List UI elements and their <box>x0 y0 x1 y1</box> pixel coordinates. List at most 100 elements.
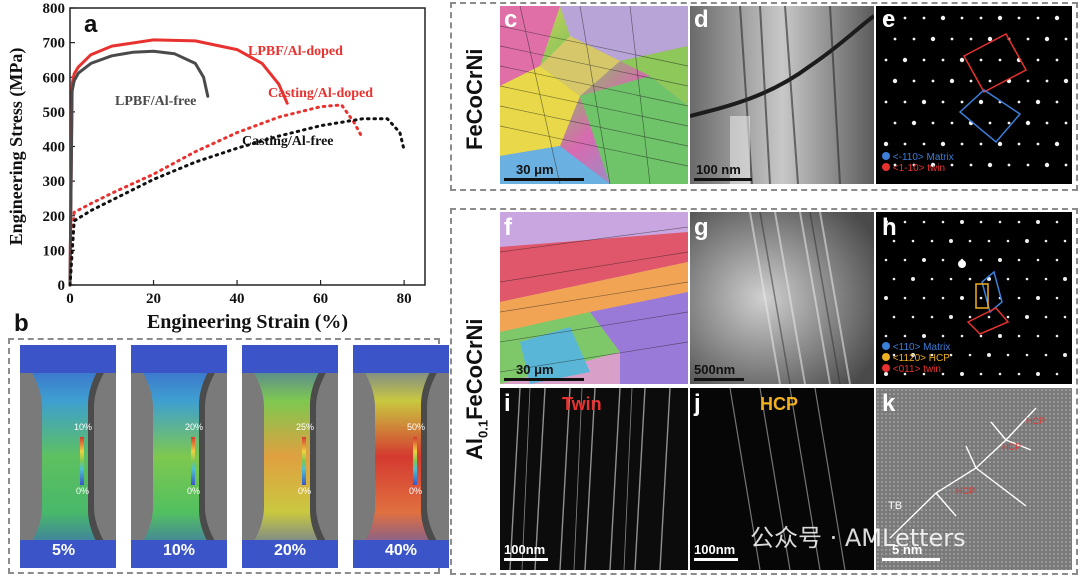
dic-frame: 10% 0% 5% <box>20 345 116 568</box>
diffraction-spot <box>988 79 992 83</box>
diffraction-spot <box>1036 220 1040 224</box>
diffraction-spot <box>949 315 953 319</box>
diffraction-spot <box>997 15 1003 21</box>
diffraction-spot <box>892 277 896 281</box>
color-scale-bar <box>302 437 306 485</box>
twin-cell <box>966 307 1010 335</box>
diffraction-spot <box>1036 16 1040 20</box>
panel-f-ebsd: f 30 μm <box>500 212 688 384</box>
color-scale-bar <box>413 437 417 485</box>
diffraction-spot <box>1026 37 1030 41</box>
diffraction-spot <box>903 296 907 300</box>
diffraction-spot <box>912 79 916 83</box>
diffraction-spot <box>1025 239 1029 243</box>
darkfield-image-j <box>729 388 846 570</box>
diffraction-spot <box>968 353 972 357</box>
hrtem-image-k <box>876 388 1072 570</box>
diffraction-spot <box>930 315 934 319</box>
diffraction-spot <box>998 220 1002 224</box>
x-tick-label: 0 <box>66 291 74 307</box>
diffraction-spot <box>987 36 993 42</box>
dic-top-band <box>131 345 227 373</box>
diffraction-spot <box>911 239 915 243</box>
dic-strain-field <box>242 345 338 568</box>
panel-h-label: h <box>882 214 897 241</box>
legend-dot-blue <box>882 342 890 350</box>
diffraction-spot <box>968 277 972 281</box>
diffraction-spot <box>930 36 936 42</box>
legend-h-item-1: <110> Matrix <box>882 342 950 353</box>
diffraction-spot <box>884 296 888 300</box>
diffraction-spot <box>960 142 964 146</box>
dic-grip-right <box>427 355 449 559</box>
panel-h-saed: h <110> Matrix <1120> HCP <011> twin <box>876 212 1072 384</box>
dic-bottom-band <box>353 540 449 568</box>
x-tick-label: 60 <box>313 291 328 307</box>
diffraction-spot <box>941 296 945 300</box>
diffraction-spot <box>1044 239 1048 243</box>
scale-f-bar <box>504 378 584 381</box>
diffraction-spot <box>903 142 907 146</box>
diffraction-spot <box>903 100 907 104</box>
diffraction-spot <box>902 57 908 63</box>
diffraction-spot <box>884 220 888 224</box>
diffraction-spot <box>922 142 926 146</box>
dic-frame: 50% 0% 40% <box>353 345 449 568</box>
panel-e-saed: e <-110> Matrix <1-10> twin <box>876 6 1072 184</box>
x-tick-label: 20 <box>146 291 161 307</box>
diffraction-spot <box>884 334 888 338</box>
panel-d-label: d <box>694 6 709 33</box>
diffraction-spot <box>959 57 965 63</box>
diffraction-spot <box>979 258 983 262</box>
color-scale-min: 0% <box>298 486 312 496</box>
diffraction-spot <box>884 372 888 376</box>
diffraction-spot <box>930 277 934 281</box>
diffraction-spot <box>892 315 896 319</box>
scale-g-text: 500nm <box>694 362 736 377</box>
diffraction-spot <box>941 372 945 376</box>
diffraction-spot <box>1026 79 1030 83</box>
diffraction-spot <box>1044 277 1048 281</box>
diffraction-spot <box>921 99 927 105</box>
diffraction-spot <box>949 353 953 357</box>
diffraction-spot <box>1064 163 1068 167</box>
diffraction-spot <box>941 100 945 104</box>
dic-specimen <box>20 345 116 568</box>
diffraction-spot <box>1045 79 1049 83</box>
dic-bottom-band <box>131 540 227 568</box>
diffraction-spot <box>903 16 907 20</box>
diffraction-spot <box>930 353 934 357</box>
diffraction-spot <box>912 37 916 41</box>
diffraction-spot <box>1054 141 1060 147</box>
diffraction-spot <box>1064 37 1068 41</box>
diffraction-spot <box>960 220 964 224</box>
matrix-cell <box>958 89 1022 144</box>
diffraction-spot <box>979 372 983 376</box>
panel-j-title: HCP <box>760 394 799 414</box>
diffraction-spot <box>1063 239 1067 243</box>
diffraction-spot <box>969 37 973 41</box>
legend-h-item-3: <011> twin <box>882 364 950 375</box>
diffraction-spot <box>998 372 1002 376</box>
diffraction-spot <box>883 15 889 21</box>
series-label-0: LPBF/Al-doped <box>248 44 343 59</box>
ebsd-map-c <box>500 6 688 184</box>
scale-i-bar <box>504 558 548 561</box>
diffraction-spot <box>1055 372 1059 376</box>
diffraction-spot <box>922 16 926 20</box>
diffraction-spot <box>998 334 1002 338</box>
diffraction-spot <box>979 334 983 338</box>
scale-i-text: 100nm <box>504 542 546 557</box>
panel-g-tem: g 500nm <box>690 212 874 384</box>
diffraction-spot <box>1006 353 1010 357</box>
dic-grip-right <box>316 355 338 559</box>
legend-e-item-2: <1-10> twin <box>882 163 954 174</box>
dic-grip-right <box>94 355 116 559</box>
panel-k-label: k <box>882 390 896 417</box>
diffraction-spot <box>1054 15 1060 21</box>
diffraction-pattern-e <box>883 15 1069 168</box>
hcp-tag-2: HCP <box>1002 442 1022 452</box>
diffraction-spot <box>1006 239 1010 243</box>
legend-e: <-110> Matrix <1-10> twin <box>882 152 954 174</box>
diffraction-spot <box>949 239 953 243</box>
